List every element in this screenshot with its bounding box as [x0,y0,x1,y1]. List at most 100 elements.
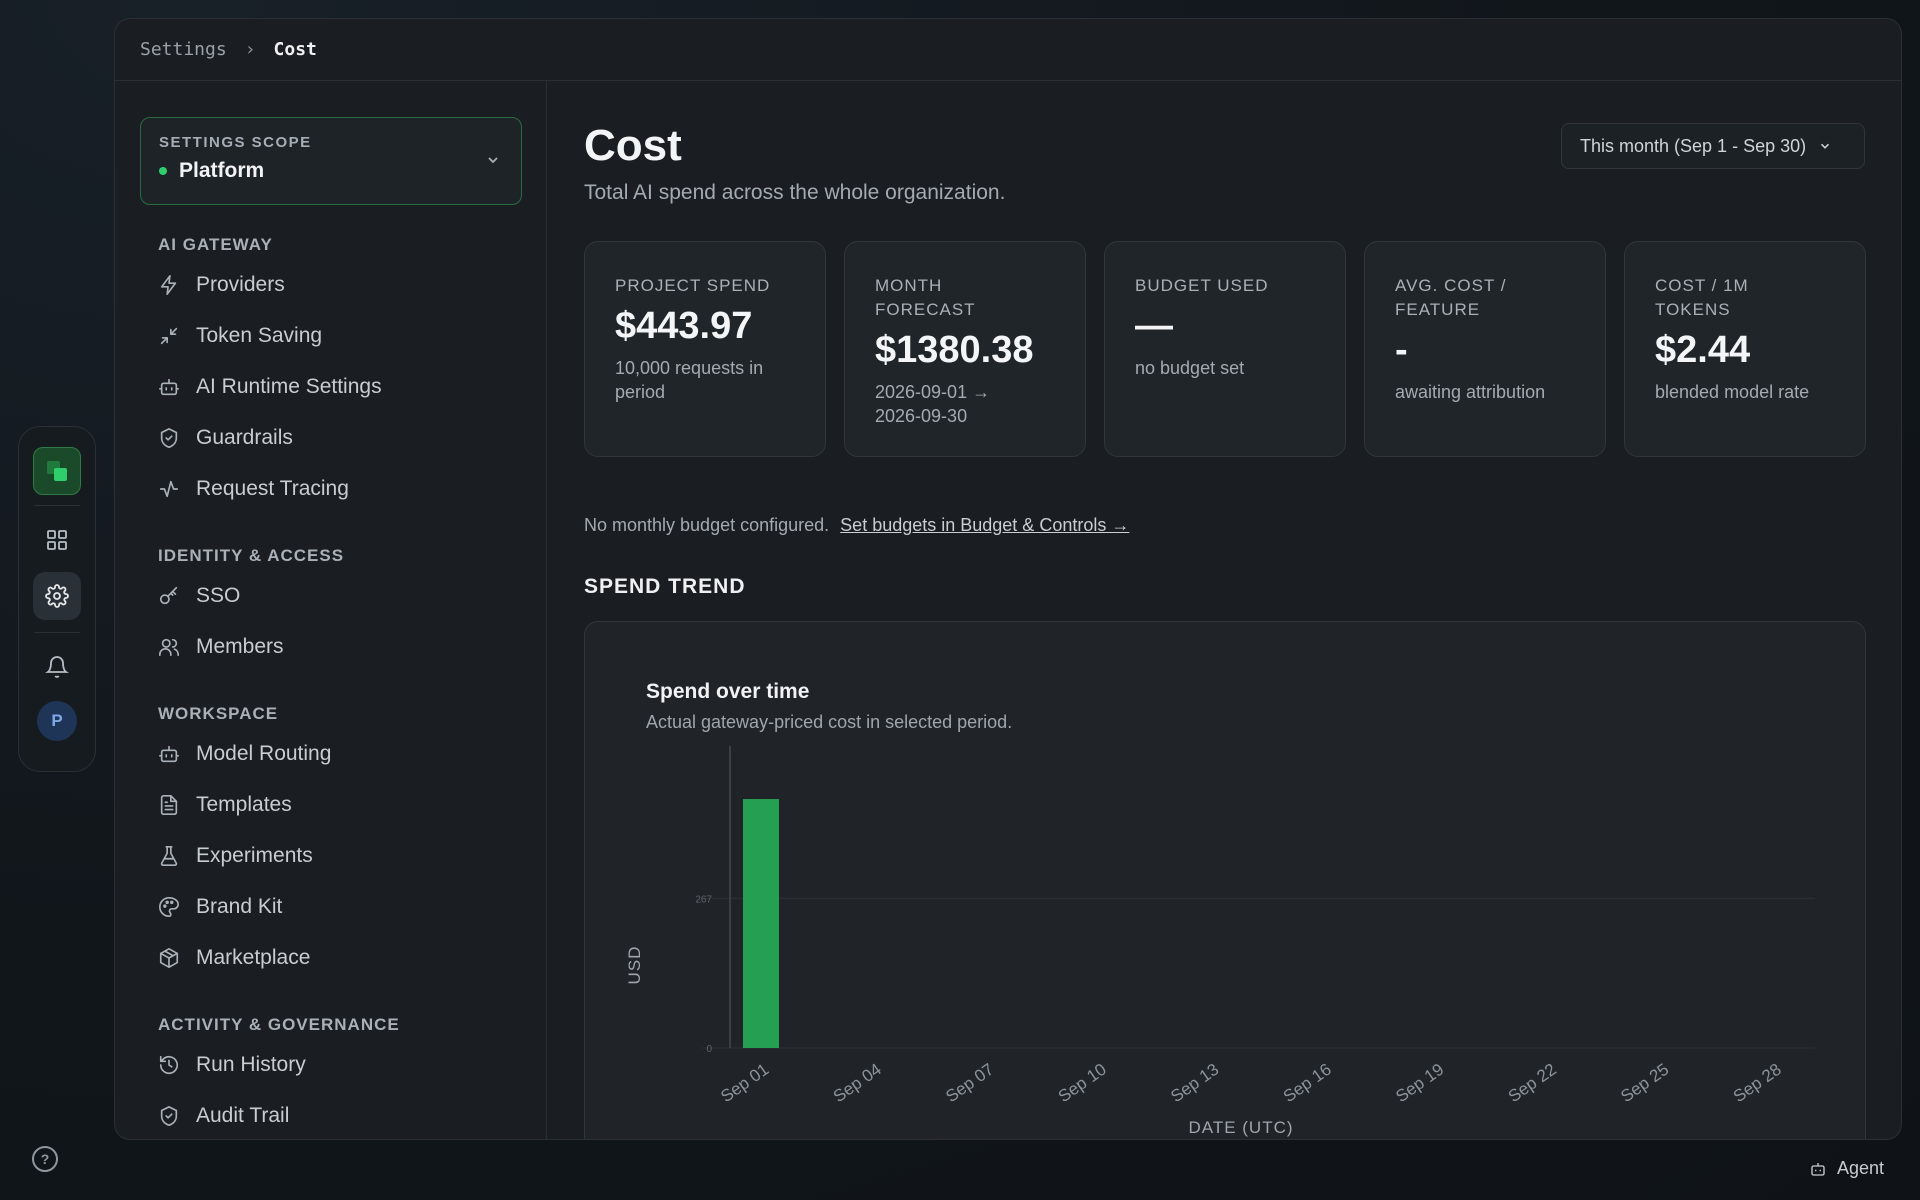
metric-value: - [1395,329,1408,371]
metric-value: $2.44 [1655,329,1751,371]
metric-note: 2026-09-01 → 2026-09-30 [875,382,991,426]
metric-card-project-spend: PROJECT SPEND $443.97 10,000 requests in… [584,241,826,457]
palette-icon [159,896,179,917]
x-tick-label: Sep 22 [1505,1060,1560,1106]
settings-sidebar: SETTINGS SCOPE Platform AI GATEWAY Provi… [115,81,547,1139]
user-avatar[interactable]: P [37,701,77,741]
y-axis-label: USD [625,946,644,985]
x-tick-label: Sep 13 [1167,1060,1222,1106]
help-button[interactable]: ? [32,1146,58,1172]
flask-icon [160,845,178,866]
shield-check-icon [160,427,178,448]
sidebar-item-label: Guardrails [196,425,293,449]
sidebar-item-guardrails[interactable]: Guardrails [140,412,522,463]
sidebar-item-label: Providers [196,272,285,296]
sidebar-item-sso[interactable]: SSO [140,570,522,621]
sidebar-item-label: Members [196,634,284,658]
metric-note: blended model rate [1655,382,1810,402]
rail-divider [34,505,80,506]
agent-label: Agent [1836,1158,1884,1178]
robot-icon [159,378,179,395]
metric-card-cost-per-1m-tokens: COST / 1M TOKENS $2.44 blended model rat… [1624,241,1866,457]
package-icon [159,947,179,968]
scope-value: Platform [159,159,503,183]
metric-cards: PROJECT SPEND $443.97 10,000 requests in… [584,241,1866,457]
app-rail: P [18,426,96,772]
bell-icon [45,656,69,678]
activity-icon [159,480,179,497]
x-tick-label: Sep 10 [1055,1060,1110,1106]
settings-scope-select[interactable]: SETTINGS SCOPE Platform [140,117,522,205]
metric-card-budget-used: BUDGET USED — no budget set [1104,241,1346,457]
sidebar-item-label: Brand Kit [196,894,283,918]
sidebar-item-label: Marketplace [196,945,311,969]
page-title: Cost [584,121,682,170]
y-tick-label: 0 [706,1044,712,1055]
sidebar-item-experiments[interactable]: Experiments [140,830,522,881]
chevron-down-icon [1821,143,1830,149]
nav-group-ai-gateway: AI GATEWAY [158,235,273,254]
x-tick-label: Sep 01 [717,1060,772,1106]
sidebar-item-label: Audit Trail [196,1103,290,1127]
file-text-icon [160,794,178,815]
app-logo[interactable] [33,447,81,495]
breadcrumb: Settings › Cost [115,19,1901,81]
sidebar-item-label: SSO [196,583,241,607]
sidebar-item-marketplace[interactable]: Marketplace [140,932,522,983]
metric-note: awaiting attribution [1395,382,1546,402]
agent-button[interactable]: Agent [1809,1158,1884,1179]
chevron-down-icon [488,157,498,164]
chart-title: Spend over time [646,680,810,703]
sidebar-item-label: AI Runtime Settings [196,374,382,398]
rail-settings-button[interactable] [33,572,81,620]
metric-label: PROJECT SPEND [615,276,771,295]
robot-icon [159,745,179,762]
compress-icon [160,327,178,344]
metric-label: AVG. COST / FEATURE [1395,276,1507,319]
rail-notifications-button[interactable] [33,643,81,691]
sidebar-item-model-routing[interactable]: Model Routing [140,728,522,779]
scope-value-text: Platform [179,159,265,182]
sidebar-item-templates[interactable]: Templates [140,779,522,830]
x-axis-label: DATE (UTC) [1188,1118,1293,1137]
section-title-spend-trend: SPEND TREND [584,575,746,598]
sidebar-item-run-history[interactable]: Run History [140,1039,522,1090]
metric-card-avg-cost-feature: AVG. COST / FEATURE - awaiting attributi… [1364,241,1606,457]
period-select-value: This month (Sep 1 - Sep 30) [1580,135,1807,156]
budget-notice-text: No monthly budget configured. [584,515,830,535]
sidebar-item-label: Request Tracing [196,476,349,500]
period-select[interactable]: This month (Sep 1 - Sep 30) [1561,123,1865,169]
metric-card-month-forecast: MONTH FORECAST $1380.38 2026-09-01 → 202… [844,241,1086,457]
breadcrumb-settings[interactable]: Settings [140,39,227,60]
x-tick-label: Sep 25 [1617,1060,1672,1106]
sidebar-item-brand-kit[interactable]: Brand Kit [140,881,522,932]
key-icon [159,586,178,604]
budget-controls-link[interactable]: Set budgets in Budget & Controls → [840,515,1130,535]
cost-content: Cost Total AI spend across the whole org… [584,81,1901,1139]
rail-dashboard-button[interactable] [33,516,81,564]
app-logo-icon [47,461,67,481]
sidebar-item-providers[interactable]: Providers [140,259,522,310]
bolt-icon [160,274,177,295]
x-tick-label: Sep 19 [1392,1060,1447,1106]
sidebar-item-token-saving[interactable]: Token Saving [140,310,522,361]
metric-label: BUDGET USED [1135,276,1269,295]
help-icon: ? [40,1151,50,1167]
sidebar-item-audit-trail[interactable]: Audit Trail [140,1090,522,1139]
sidebar-item-members[interactable]: Members [140,621,522,672]
sidebar-item-ai-runtime-settings[interactable]: AI Runtime Settings [140,361,522,412]
breadcrumb-current: Cost [273,39,317,60]
y-tick-label: 267 [695,894,712,905]
nav-group-identity-access: IDENTITY & ACCESS [158,546,345,565]
shield-check-icon [160,1105,178,1126]
sidebar-item-request-tracing[interactable]: Request Tracing [140,463,522,514]
users-icon [159,638,179,656]
gear-icon [45,584,69,608]
metric-value: $443.97 [615,305,753,347]
budget-notice: No monthly budget configured. Set budget… [584,515,1129,536]
robot-icon [1811,1162,1825,1176]
spend-chart: 0 267 Sep 01 Sep 04 Sep 07 Sep 10 Sep 13 Sep 16… [625,746,1815,1137]
nav-group-activity-governance: ACTIVITY & GOVERNANCE [158,1015,400,1034]
chevron-right-icon: › [244,39,256,60]
grid-icon [47,530,67,550]
